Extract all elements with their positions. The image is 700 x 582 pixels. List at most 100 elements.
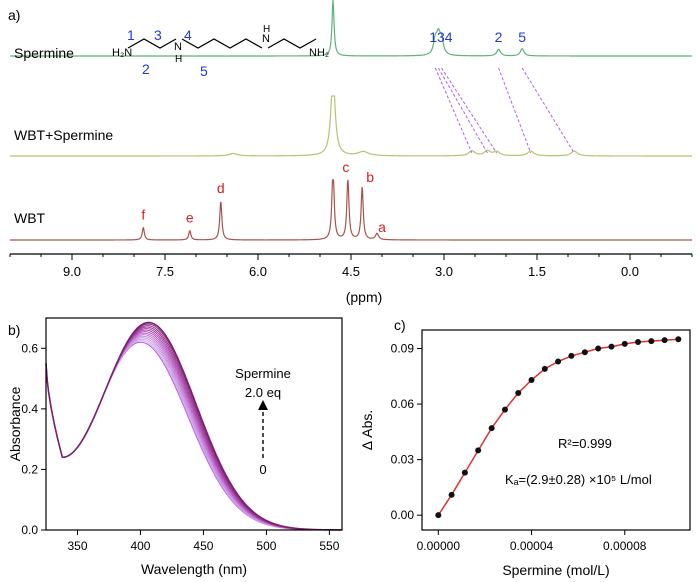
titration-plot-frame [421, 329, 691, 531]
titration-data-point [568, 352, 575, 359]
uv-y-tick-label: 0.2 [21, 462, 38, 476]
uv-spectrum-1 [45, 340, 343, 531]
structure-chain-right [267, 38, 317, 49]
titration-data-point [555, 358, 562, 365]
nmr-x-tick-label: 1.5 [528, 264, 546, 279]
titration-ka: Kₐ=(2.9±0.28) ×10⁵ L/mol [505, 472, 652, 487]
titration-x-tick-label: 0.00004 [510, 539, 554, 553]
titration-y-tick-label: 0.06 [391, 397, 415, 411]
nmr-trace-name-0: Spermine [14, 45, 74, 61]
uv-plot-frame [45, 317, 343, 531]
uv-annotation-title: Spermine [235, 366, 291, 381]
titration-y-tick-label: 0.00 [391, 508, 415, 522]
uv-x-label: Wavelength (nm) [141, 561, 247, 577]
titration-data-point [461, 469, 468, 476]
structure-n1: N [174, 41, 182, 53]
titration-data-point [448, 491, 455, 498]
nmr-x-tick-label: 4.5 [342, 264, 360, 279]
structure-num-2: 2 [142, 61, 150, 77]
panel-a-label: a) [8, 7, 20, 23]
nmr-x-tick-label: 7.5 [156, 264, 174, 279]
uv-y-tick-label: 0.6 [21, 341, 38, 355]
uv-panel [45, 321, 343, 531]
uv-annotation-bottom: 0 [259, 462, 266, 477]
panel-c-label: c) [394, 317, 406, 333]
structure-num-4: 4 [184, 27, 192, 43]
nmr-trace-0 [10, 0, 692, 57]
titration-data-point [595, 345, 602, 352]
structure-num-3: 3 [154, 27, 162, 43]
titration-fit-line [437, 338, 679, 516]
uv-y-tick-label: 0.4 [21, 402, 38, 416]
nmr-trace-name-2: WBT [14, 210, 46, 226]
uv-x-tick-label: 400 [130, 539, 150, 553]
structure-h1: H [175, 54, 182, 65]
uv-x-tick-label: 500 [256, 539, 276, 553]
titration-data-point [435, 512, 442, 519]
uv-arrow-head [258, 400, 268, 410]
structure-h2: H [263, 24, 270, 35]
structure-chain-mid [181, 38, 263, 49]
uv-spectrum-13 [45, 321, 343, 531]
panel-b-label: b) [8, 322, 20, 338]
nmr-trace-name-1: WBT+Spermine [14, 127, 113, 143]
titration-x-tick-label: 0.00008 [603, 539, 647, 553]
uv-x-tick-label: 350 [67, 539, 87, 553]
titration-data-point [515, 389, 522, 396]
titration-data-point [528, 377, 535, 383]
uv-annotation-top: 2.0 eq [245, 385, 281, 400]
nmr-trace-2 [10, 179, 692, 241]
nmr-shift-link [521, 67, 575, 154]
nmr-peak-label: 5 [518, 29, 526, 45]
uv-y-label: Absorbance [7, 386, 23, 461]
uv-spectrum-2 [45, 338, 342, 531]
titration-x-tick-label: 0.00000 [417, 539, 461, 553]
nmr-x-tick-label: 3.0 [435, 264, 453, 279]
uv-spectrum-0 [45, 341, 342, 531]
uv-spectrum-4 [45, 335, 342, 531]
nmr-x-tick-label: 6.0 [249, 264, 267, 279]
titration-r2: R²=0.999 [558, 436, 612, 451]
titration-y-tick-label: 0.09 [391, 342, 415, 356]
titration-data-point [501, 406, 508, 413]
nmr-peak-label: a [378, 219, 386, 235]
nmr-shift-link [498, 67, 532, 154]
uv-spectrum-5 [45, 334, 342, 531]
titration-ticks: 0.00000 0.00004 0.00008 0.00 0.03 0.06 0.09 [391, 342, 647, 553]
spermine-structure: H₂N N H N H NH₂ 1 2 3 4 5 [112, 24, 329, 79]
titration-y-label: Δ Abs. [359, 410, 375, 450]
uv-y-tick-label: 0.0 [21, 523, 38, 537]
nmr-x-label: (ppm) [346, 289, 383, 305]
nmr-x-tick-label: 0.0 [621, 264, 639, 279]
structure-num-5: 5 [200, 63, 208, 79]
structure-h2n: H₂N [112, 47, 132, 59]
titration-y-tick-label: 0.03 [391, 453, 415, 467]
titration-data-point [581, 349, 588, 356]
nmr-peak-label: f [141, 207, 145, 223]
titration-data-point [608, 343, 615, 350]
uv-ticks: 350 400 450 500 550 0.0 0.2 0.4 0.6 [21, 341, 339, 553]
titration-data-point [675, 336, 682, 343]
structure-chain-left [127, 38, 177, 49]
uv-x-tick-label: 450 [193, 539, 213, 553]
structure-nh2: NH₂ [309, 47, 329, 59]
nmr-shift-link [437, 67, 488, 154]
nmr-peak-label: 2 [495, 29, 503, 45]
nmr-x-ticks: 9.0 7.5 6.0 4.5 3.0 1.5 0.0 [9, 254, 693, 279]
titration-data-point [541, 365, 548, 372]
nmr-peak-label: c [342, 159, 349, 175]
titration-data-point [621, 340, 628, 347]
nmr-peak-label: b [366, 169, 374, 185]
titration-data-point [661, 337, 668, 344]
uv-x-tick-label: 550 [319, 539, 339, 553]
titration-data-point [488, 425, 495, 432]
uv-spectrum-3 [45, 337, 342, 531]
nmr-shift-link [441, 67, 498, 154]
nmr-peak-label: e [186, 210, 194, 226]
nmr-x-tick-label: 9.0 [63, 264, 81, 279]
nmr-trace-1 [10, 95, 692, 157]
nmr-peak-label: 134 [429, 29, 453, 45]
nmr-peak-label: d [217, 180, 225, 196]
